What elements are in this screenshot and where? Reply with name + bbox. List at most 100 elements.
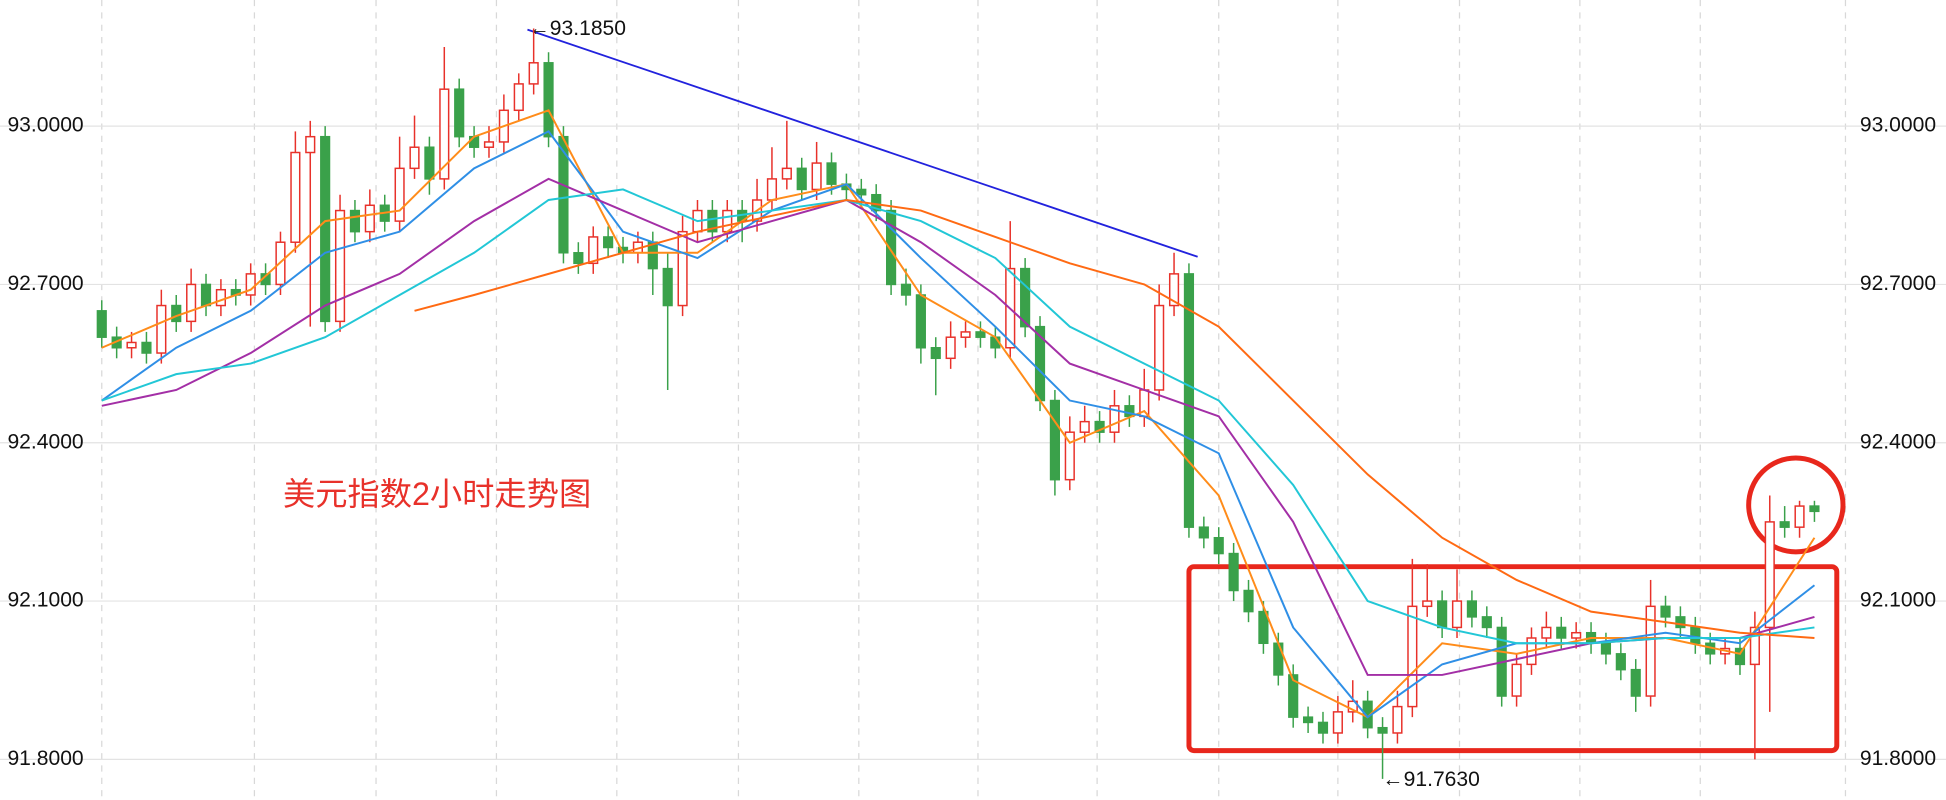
y-tick-label: 93.0000 xyxy=(1860,114,1936,137)
candle-body xyxy=(439,88,450,180)
candle-body xyxy=(305,135,316,154)
candle-body xyxy=(1198,526,1209,539)
candle-body xyxy=(573,252,584,265)
vertical-grid xyxy=(101,0,1847,800)
candle-body xyxy=(603,236,614,249)
candle-body xyxy=(1049,399,1060,481)
candle-body xyxy=(469,135,480,148)
candle-body xyxy=(1794,505,1805,528)
annotation: ←91.7630 xyxy=(1383,768,1480,791)
moving-average-line xyxy=(101,109,1816,719)
candle-body xyxy=(1407,605,1418,708)
candle-body xyxy=(1109,405,1120,433)
candle-body xyxy=(424,146,435,180)
candle-body xyxy=(1317,721,1329,734)
moving-average-line xyxy=(101,188,1815,645)
candle-body xyxy=(1213,536,1224,555)
candle-body xyxy=(1690,626,1701,645)
candle-body xyxy=(1734,647,1746,666)
candle-body xyxy=(513,83,524,112)
candle-body xyxy=(677,230,688,307)
candle-body xyxy=(1020,267,1031,328)
candle-body xyxy=(186,283,197,323)
annotation: ←93.1850 xyxy=(529,17,626,40)
candle-body xyxy=(960,331,971,338)
candle-body xyxy=(1749,626,1760,666)
y-tick-label: 92.1000 xyxy=(7,589,83,612)
candle-body xyxy=(290,151,301,243)
candle-body xyxy=(1243,589,1254,613)
candle-body xyxy=(588,236,599,265)
candle-body xyxy=(171,304,182,323)
candle-body xyxy=(856,188,867,196)
y-tick-label: 92.4000 xyxy=(7,430,83,453)
candle-body xyxy=(364,204,375,233)
candle-body xyxy=(1064,431,1075,481)
y-tick-label: 92.1000 xyxy=(1860,589,1936,612)
candle-body xyxy=(811,162,822,191)
highlight-box xyxy=(1186,564,1840,754)
moving-average-line xyxy=(101,177,1815,676)
candle-body xyxy=(349,209,361,233)
candle-body xyxy=(900,283,912,296)
candle-body xyxy=(1258,610,1269,645)
candle-body xyxy=(1630,668,1641,697)
candle-body xyxy=(215,288,226,307)
candle-body xyxy=(1511,663,1522,697)
candle-body xyxy=(707,209,718,233)
candle-body xyxy=(1094,420,1105,433)
y-tick-label: 92.4000 xyxy=(1860,430,1936,453)
candle-body xyxy=(1273,642,1284,676)
candle-body xyxy=(156,304,167,354)
candle-body xyxy=(781,167,792,180)
candle-body xyxy=(1228,552,1239,592)
candle-body xyxy=(1541,626,1552,639)
candle-body xyxy=(394,167,405,222)
moving-average-line xyxy=(414,198,1815,639)
candle-body xyxy=(454,88,465,138)
candle-body xyxy=(96,310,107,338)
candle-body xyxy=(1779,521,1790,528)
candle-body xyxy=(200,283,212,307)
candle-body xyxy=(483,141,495,148)
candle-body xyxy=(1392,705,1403,734)
candle-body xyxy=(409,146,420,170)
candle-body xyxy=(930,347,941,360)
highlight-circle xyxy=(1746,455,1846,555)
candle-body xyxy=(528,62,539,85)
candle-body xyxy=(126,341,137,349)
candle-body xyxy=(766,178,778,201)
candle-body xyxy=(141,341,152,354)
candle-body xyxy=(1079,420,1090,433)
candle-body xyxy=(796,167,807,191)
candle-body xyxy=(320,135,331,323)
candle-body xyxy=(826,162,837,185)
candle-body xyxy=(1600,642,1612,655)
candle-body xyxy=(1451,600,1463,629)
candle-body xyxy=(1556,626,1567,639)
candle-body xyxy=(1809,505,1820,513)
candle-body xyxy=(1660,605,1671,618)
trend-line xyxy=(527,28,1198,258)
chart-title: 美元指数2小时走势图 xyxy=(283,476,591,512)
candle-body xyxy=(1437,600,1448,629)
candle-body xyxy=(1675,616,1686,629)
candle-body xyxy=(1764,521,1775,629)
candle-body xyxy=(1288,674,1299,718)
candle-body xyxy=(1481,616,1492,629)
candle-body xyxy=(1303,716,1314,724)
y-tick-label: 92.7000 xyxy=(1860,272,1936,295)
y-tick-label: 92.7000 xyxy=(7,272,83,295)
candle-body xyxy=(1332,711,1343,734)
candle-body xyxy=(1377,726,1388,734)
candle-body xyxy=(1466,600,1477,618)
candle-body xyxy=(1571,631,1582,639)
candle-body xyxy=(945,336,956,360)
y-tick-label: 91.8000 xyxy=(7,747,83,770)
candle-body xyxy=(662,267,673,307)
candle-body xyxy=(543,62,554,138)
candle-body xyxy=(1422,600,1433,608)
y-tick-label: 93.0000 xyxy=(7,114,83,137)
candle-body xyxy=(975,331,986,338)
